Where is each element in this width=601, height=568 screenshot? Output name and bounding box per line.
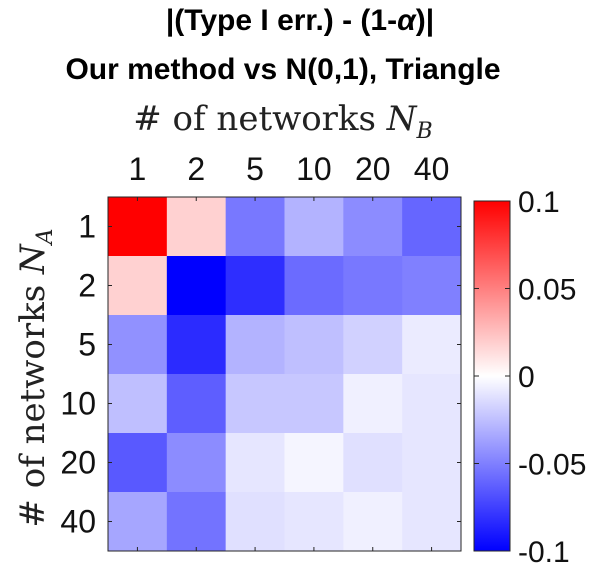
heatmap-cell-r1-c1 — [166, 256, 227, 316]
heatmap-cell-r3-c0 — [108, 374, 168, 434]
heatmap-cell-r0-c3 — [284, 197, 344, 257]
heatmap-cell-r5-c0 — [108, 492, 168, 552]
heatmap-cell-r2-c4 — [343, 315, 403, 375]
heatmap-cell-r1-c3 — [284, 256, 344, 316]
colorbar-tick-label: 0.05 — [518, 274, 576, 307]
heatmap-cell-r2-c5 — [402, 315, 462, 375]
heatmap-cell-r0-c2 — [225, 197, 285, 257]
heatmap-cell-r0-c1 — [166, 197, 227, 257]
colorbar-tick-label: -0.05 — [518, 449, 586, 482]
colorbar-ticks: 0.1 0.05 0 -0.05 -0.1 — [474, 186, 586, 568]
x-tick-label: 40 — [414, 151, 450, 187]
heatmap-cell-r1-c0 — [108, 256, 168, 316]
heatmap-cell-r4-c2 — [225, 433, 285, 493]
heatmap-cell-r5-c1 — [166, 492, 227, 552]
heatmap-cell-r4-c0 — [108, 433, 168, 493]
y-tick-label: 40 — [60, 504, 96, 540]
heatmap-cell-r2-c3 — [284, 315, 344, 375]
heatmap-cell-r0-c4 — [343, 197, 403, 257]
x-tick-label: 5 — [246, 151, 264, 187]
y-axis-label: # of networks NA — [13, 228, 58, 527]
y-tick-label: 10 — [60, 386, 96, 422]
heatmap-cell-r1-c2 — [225, 256, 285, 316]
heatmap-cell-r1-c5 — [402, 256, 462, 316]
heatmap-cell-r0-c5 — [402, 197, 462, 257]
chart-title-line1: |(Type I err.) - (1-α)| — [166, 4, 434, 37]
x-tick-label: 20 — [355, 151, 391, 187]
heatmap-cell-r3-c3 — [284, 374, 344, 434]
colorbar — [473, 200, 511, 552]
y-tick-labels: 1 2 5 10 20 40 — [60, 209, 96, 540]
plot-frame — [107, 196, 462, 552]
heatmap-cells — [108, 197, 462, 552]
heatmap-cell-r3-c1 — [166, 374, 227, 434]
x-tick-label: 2 — [187, 151, 205, 187]
colorbar-tick-label: 0 — [518, 361, 535, 394]
heatmap-cell-r5-c2 — [225, 492, 285, 552]
y-tick-label: 1 — [78, 209, 96, 245]
heatmap-cell-r4-c1 — [166, 433, 227, 493]
heatmap-cell-r5-c3 — [284, 492, 344, 552]
y-tick-label: 2 — [78, 268, 96, 304]
heatmap-cell-r5-c5 — [402, 492, 462, 552]
heatmap-cell-r1-c4 — [343, 256, 403, 316]
tick-marks — [108, 197, 461, 551]
colorbar-tick-label: 0.1 — [518, 186, 560, 219]
heatmap-cell-r0-c0 — [108, 197, 168, 257]
heatmap-cell-r2-c0 — [108, 315, 168, 375]
heatmap-cell-r4-c3 — [284, 433, 344, 493]
x-tick-labels: 1 2 5 10 20 40 — [129, 151, 450, 187]
heatmap-cell-r4-c4 — [343, 433, 403, 493]
heatmap-cell-r2-c2 — [225, 315, 285, 375]
heatmap-cell-r3-c2 — [225, 374, 285, 434]
x-tick-label: 1 — [129, 151, 147, 187]
x-tick-label: 10 — [296, 151, 332, 187]
chart-title-line2: Our method vs N(0,1), Triangle — [65, 53, 500, 86]
y-tick-label: 5 — [78, 327, 96, 363]
y-tick-label: 20 — [60, 445, 96, 481]
heatmap-cell-r3-c4 — [343, 374, 403, 434]
heatmap-cell-r5-c4 — [343, 492, 403, 552]
heatmap-cell-r4-c5 — [402, 433, 462, 493]
x-axis-label: # of networks NB — [133, 99, 432, 144]
heatmap-cell-r3-c5 — [402, 374, 462, 434]
colorbar-tick-label: -0.1 — [518, 536, 570, 568]
heatmap-cell-r2-c1 — [166, 315, 227, 375]
